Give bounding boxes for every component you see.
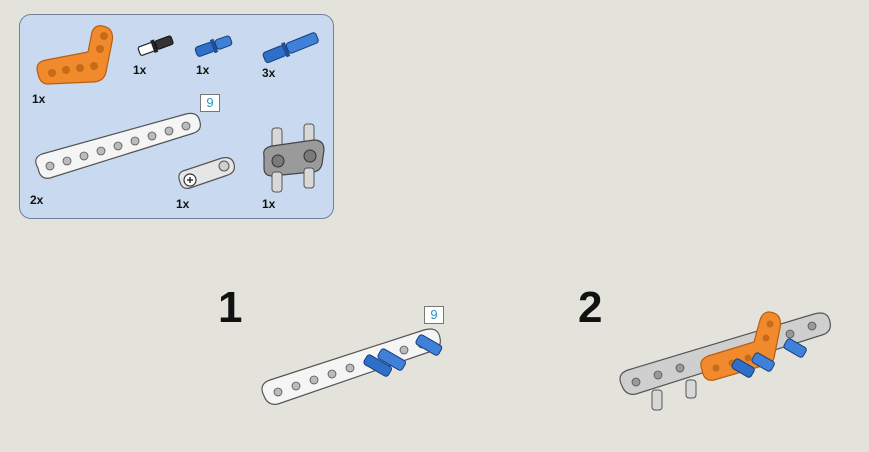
black-axle-pin-qty: 1x bbox=[133, 63, 147, 77]
step-1-length-badge: 9 bbox=[424, 306, 444, 324]
step-1-assembly-illustration bbox=[261, 328, 443, 405]
blue-short-pin-qty: 1x bbox=[196, 63, 210, 77]
blue-long-pin-icon bbox=[262, 32, 319, 64]
gray-double-connector-qty: 1x bbox=[262, 197, 276, 211]
white-beam-9-icon bbox=[35, 112, 201, 179]
gray-double-connector-icon bbox=[263, 123, 325, 193]
gray-pin-connector-icon bbox=[178, 157, 235, 189]
step-number-1: 1 bbox=[218, 283, 243, 332]
blue-long-pin-qty: 3x bbox=[262, 66, 276, 80]
step-2-assembly-illustration bbox=[619, 311, 831, 411]
black-axle-pin-icon bbox=[137, 35, 174, 56]
blue-short-pin-icon bbox=[194, 35, 233, 57]
orange-l-beam-icon bbox=[36, 25, 114, 85]
white-beam-qty: 2x bbox=[30, 193, 44, 207]
step-number-2: 2 bbox=[578, 283, 603, 332]
gray-pin-connector-qty: 1x bbox=[176, 197, 190, 211]
beam-length-badge: 9 bbox=[200, 94, 220, 112]
orange-l-beam-qty: 1x bbox=[32, 92, 46, 106]
